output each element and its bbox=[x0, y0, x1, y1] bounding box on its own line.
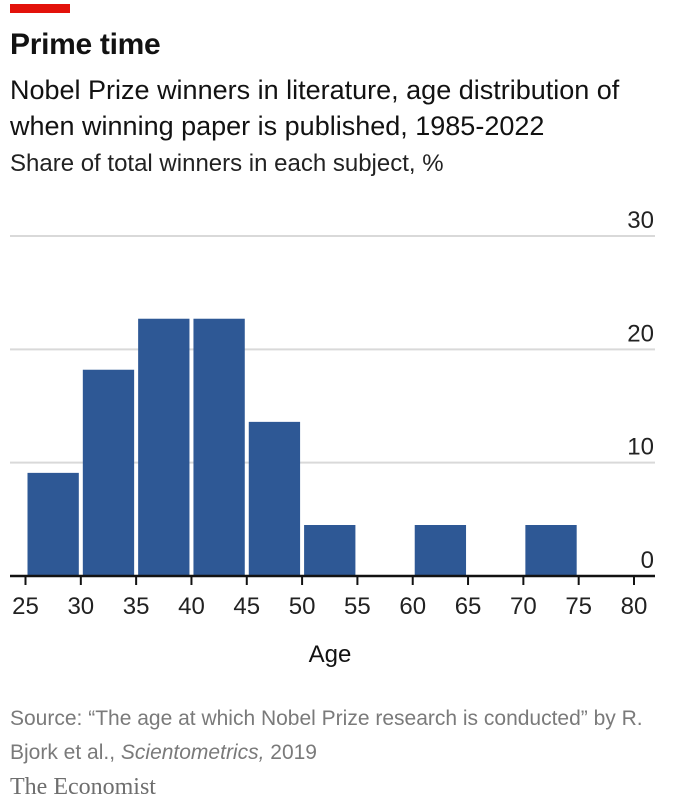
axes: 0 10 20 30 25 30 35 40 45 50 55 60 65 70 75 80 Age bbox=[10, 207, 655, 668]
x-tick-label: 50 bbox=[289, 593, 316, 620]
bar-30-35 bbox=[82, 369, 135, 576]
x-axis-title: Age bbox=[309, 641, 352, 668]
bar-35-40 bbox=[138, 318, 190, 576]
y-tick-label: 30 bbox=[627, 207, 654, 234]
x-tick-label: 75 bbox=[565, 593, 592, 620]
x-tick-label: 80 bbox=[621, 593, 648, 620]
x-tick-label: 65 bbox=[455, 593, 482, 620]
x-tick-label: 30 bbox=[67, 593, 94, 620]
bar-70-75 bbox=[525, 525, 577, 576]
y-tick-label: 0 bbox=[641, 547, 654, 574]
bars bbox=[27, 318, 577, 576]
x-tick-label: 45 bbox=[233, 593, 260, 620]
source-text: Source: “The age at which Nobel Prize re… bbox=[10, 707, 643, 764]
source-journal: Scientometrics, bbox=[120, 741, 265, 764]
chart-title: Prime time bbox=[10, 28, 161, 61]
x-tick-label: 70 bbox=[510, 593, 537, 620]
source-year: 2019 bbox=[264, 741, 317, 764]
bar-60-65 bbox=[414, 525, 467, 576]
bar-45-50 bbox=[248, 421, 301, 576]
publisher-logo: The Economist bbox=[10, 774, 156, 800]
y-tick-label: 10 bbox=[627, 434, 654, 461]
brand-accent-bar bbox=[10, 4, 70, 13]
x-tick-label: 40 bbox=[178, 593, 205, 620]
source-note: Source: “The age at which Nobel Prize re… bbox=[10, 702, 670, 770]
histogram-chart: 0 10 20 30 25 30 35 40 45 50 55 60 65 70 75 80 Age bbox=[10, 207, 655, 668]
bar-40-45 bbox=[193, 318, 245, 576]
y-tick-label: 20 bbox=[627, 320, 654, 347]
x-tick-label: 60 bbox=[399, 593, 426, 620]
unit-label: Share of total winners in each subject, … bbox=[10, 150, 444, 177]
x-tick-label: 35 bbox=[123, 593, 150, 620]
bar-25-30 bbox=[27, 472, 79, 576]
x-tick-label: 25 bbox=[12, 593, 39, 620]
x-tick-label: 55 bbox=[344, 593, 371, 620]
chart-subtitle: Nobel Prize winners in literature, age d… bbox=[10, 75, 620, 141]
bar-50-55 bbox=[304, 525, 356, 576]
